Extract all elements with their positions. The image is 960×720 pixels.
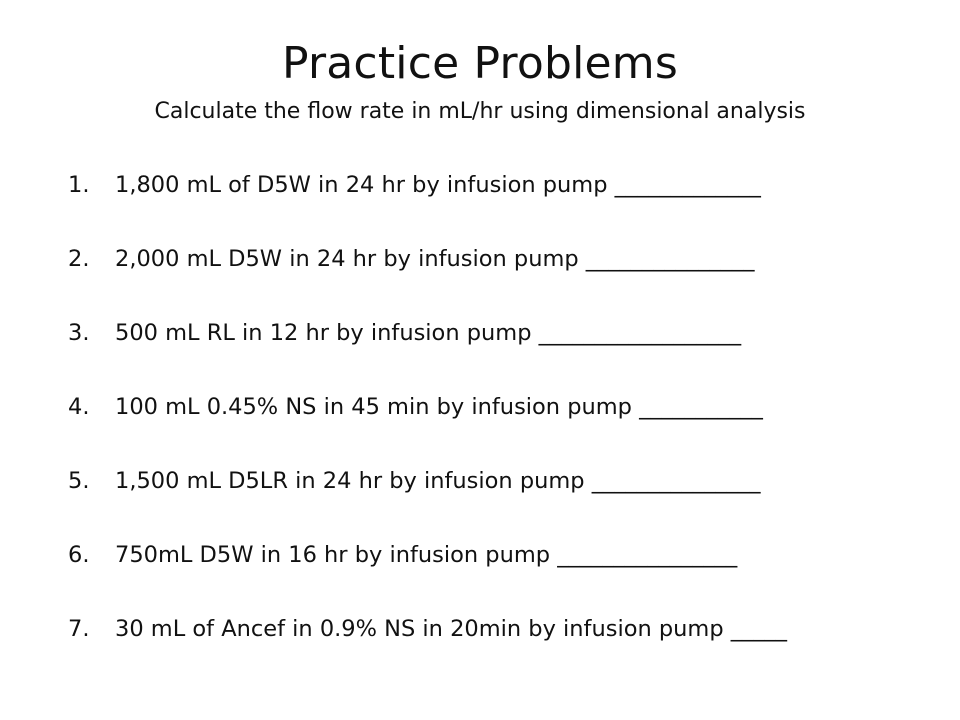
problem-list: 1. 1,800 mL of D5W in 24 hr by infusion … [68, 168, 928, 686]
slide-title: Practice Problems [282, 38, 678, 89]
problem-text: 1,800 mL of D5W in 24 hr by infusion pum… [115, 172, 761, 198]
problem-number: 5. [68, 468, 90, 494]
problem-number: 2. [68, 246, 90, 272]
problem-text: 500 mL RL in 12 hr by infusion pump ____… [115, 320, 742, 346]
problem-item: 6. 750mL D5W in 16 hr by infusion pump _… [68, 538, 928, 612]
problem-number: 6. [68, 542, 90, 568]
problem-number: 3. [68, 320, 90, 346]
problem-item: 3. 500 mL RL in 12 hr by infusion pump _… [68, 316, 928, 390]
problem-item: 7. 30 mL of Ancef in 0.9% NS in 20min by… [68, 612, 928, 686]
problem-text: 1,500 mL D5LR in 24 hr by infusion pump … [115, 468, 761, 494]
problem-text: 750mL D5W in 16 hr by infusion pump ____… [115, 542, 738, 568]
problem-text: 30 mL of Ancef in 0.9% NS in 20min by in… [115, 616, 788, 642]
slide-subtitle: Calculate the flow rate in mL/hr using d… [154, 99, 806, 124]
problem-text: 100 mL 0.45% NS in 45 min by infusion pu… [115, 394, 763, 420]
problem-number: 1. [68, 172, 90, 198]
problem-number: 7. [68, 616, 90, 642]
problem-item: 1. 1,800 mL of D5W in 24 hr by infusion … [68, 168, 928, 242]
problem-text: 2,000 mL D5W in 24 hr by infusion pump _… [115, 246, 755, 272]
problem-number: 4. [68, 394, 90, 420]
problem-item: 4. 100 mL 0.45% NS in 45 min by infusion… [68, 390, 928, 464]
problem-item: 5. 1,500 mL D5LR in 24 hr by infusion pu… [68, 464, 928, 538]
problem-item: 2. 2,000 mL D5W in 24 hr by infusion pum… [68, 242, 928, 316]
